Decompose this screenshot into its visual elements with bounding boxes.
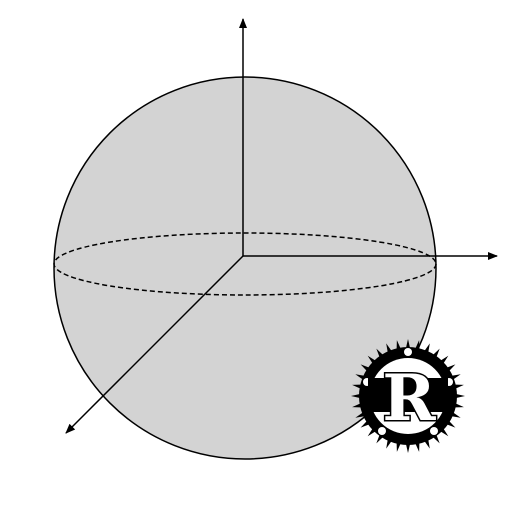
logo-band xyxy=(368,378,448,412)
gear-hole xyxy=(404,348,412,356)
gear-hole xyxy=(378,427,386,435)
gear-hole xyxy=(430,427,438,435)
rust-logo: R xyxy=(351,339,465,453)
logo-letter: R xyxy=(382,361,436,436)
equator-ellipse xyxy=(53,232,437,296)
y-axis xyxy=(65,255,244,434)
sphere xyxy=(53,76,437,460)
